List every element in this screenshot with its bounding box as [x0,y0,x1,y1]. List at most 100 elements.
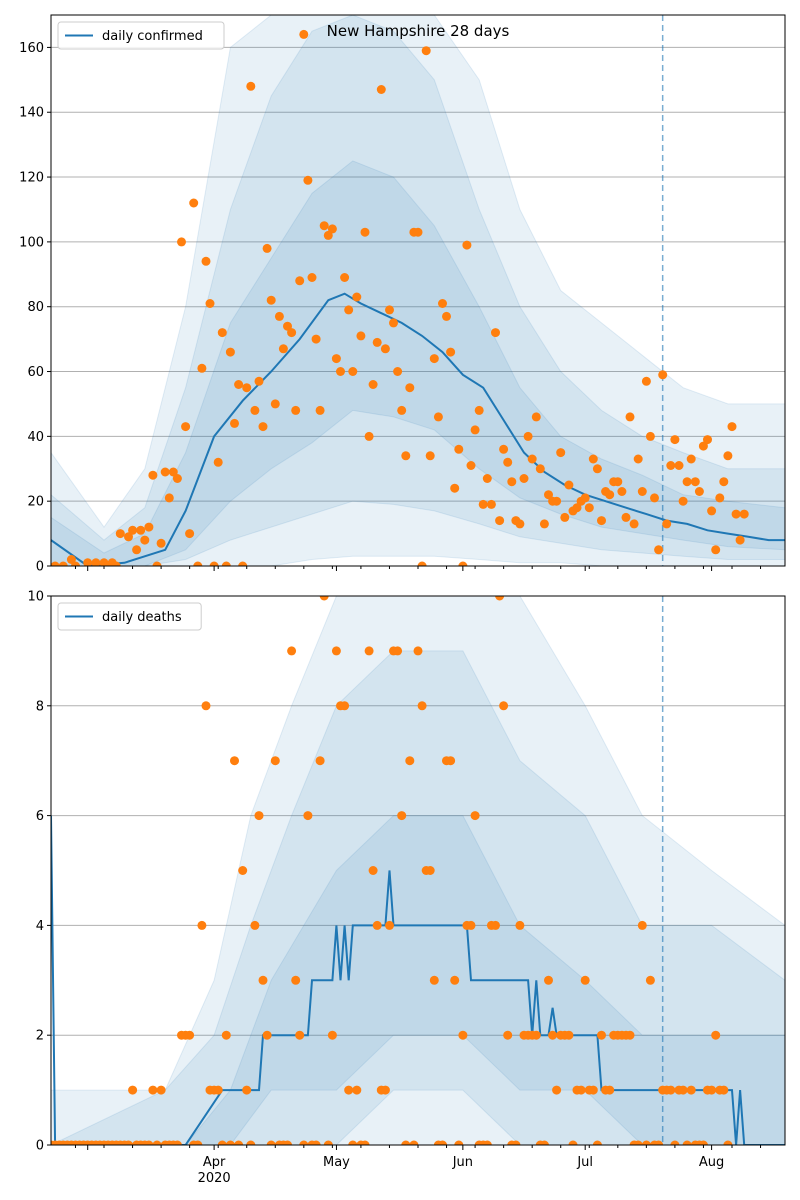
data-point [711,545,721,555]
data-point [254,376,264,386]
x-tick-label: Aug [699,1155,724,1170]
data-point [454,444,464,454]
data-point [466,461,476,470]
data-point [193,1140,203,1145]
data-point [372,920,382,930]
data-point [303,811,313,821]
legend-label: daily deaths [102,610,182,625]
data-point [132,545,142,555]
data-point [442,311,451,321]
data-point [323,1140,333,1145]
data-point [225,1140,235,1145]
confidence-band-inner [51,160,785,566]
data-point [262,243,272,253]
data-point [193,561,203,566]
data-point [584,503,594,513]
data-point [250,405,260,415]
data-point [535,464,545,474]
data-point [491,920,500,930]
data-point [258,975,268,985]
data-point [662,519,672,529]
data-point [670,435,680,445]
data-point [128,1085,138,1095]
data-point [458,1030,468,1040]
data-point [217,328,227,338]
data-point [380,1085,390,1095]
data-point [560,512,570,522]
legend-label: daily confirmed [102,29,203,44]
data-point [694,487,704,496]
data-point [246,81,256,91]
y-tick-label: 100 [19,235,44,250]
data-point [51,561,60,566]
data-point [633,454,643,464]
data-point [531,1030,541,1040]
data-point [723,451,733,461]
data-point [621,512,631,522]
data-point [201,256,211,266]
data-point [344,305,354,315]
data-point [287,328,297,338]
data-point [319,596,329,601]
data-point [507,477,517,487]
data-point [641,376,651,386]
data-point [527,454,537,464]
data-point [299,1140,309,1145]
data-point [209,561,219,566]
y-tick-label: 0 [36,1139,44,1154]
data-point [58,561,68,566]
data-point [425,451,435,461]
data-point [474,405,484,415]
data-point [425,866,435,875]
data-point [637,487,647,496]
data-point [185,529,195,539]
data-point [352,292,362,302]
data-point [283,1140,292,1145]
data-point [727,422,737,432]
data-point [503,1030,513,1040]
data-point [633,1140,643,1145]
data-point [327,1030,337,1040]
data-point [368,380,378,389]
data-point [311,1140,321,1145]
data-point [625,1030,635,1040]
data-point [466,920,476,930]
data-point [172,474,182,483]
data-point [462,240,472,250]
x-tick-label: Jun [452,1155,473,1170]
data-point [172,1140,182,1145]
y-tick-label: 0 [36,560,44,575]
data-point [698,441,708,451]
data-point [711,1030,721,1040]
data-point [446,756,456,766]
data-point [588,1085,598,1095]
data-point [295,1030,305,1040]
data-point [246,1140,256,1145]
data-point [470,811,480,821]
data-point [519,474,529,483]
data-point [576,1085,586,1095]
data-point [331,646,341,656]
data-point [438,1140,447,1145]
data-point [242,1085,252,1095]
data-point [413,227,423,237]
data-point [364,646,374,656]
data-point [564,1030,574,1040]
data-point [438,299,447,308]
data-point [539,1140,549,1145]
y-tick-label: 2 [36,1029,44,1044]
data-point [124,1140,133,1145]
data-point [650,493,659,503]
data-point [499,444,509,454]
data-point [299,29,309,39]
data-point [397,405,407,415]
data-point [450,975,460,985]
data-point [234,380,244,389]
data-point [225,347,235,357]
data-point [417,701,427,711]
data-point [311,334,321,344]
data-point [503,457,513,467]
confidence-band-outer [51,15,785,566]
data-point [429,354,439,364]
